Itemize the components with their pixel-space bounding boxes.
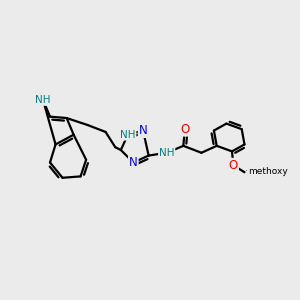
Text: O: O (180, 123, 189, 136)
Text: NH: NH (120, 130, 136, 140)
Text: N: N (139, 124, 148, 137)
Text: methoxy: methoxy (249, 171, 255, 172)
Text: methoxy: methoxy (246, 170, 252, 172)
Text: methoxy: methoxy (250, 168, 287, 177)
Text: O: O (229, 159, 238, 172)
Text: N: N (129, 156, 138, 169)
Text: methoxy: methoxy (248, 167, 288, 176)
Text: NH: NH (35, 95, 51, 105)
Text: NH: NH (159, 148, 174, 158)
